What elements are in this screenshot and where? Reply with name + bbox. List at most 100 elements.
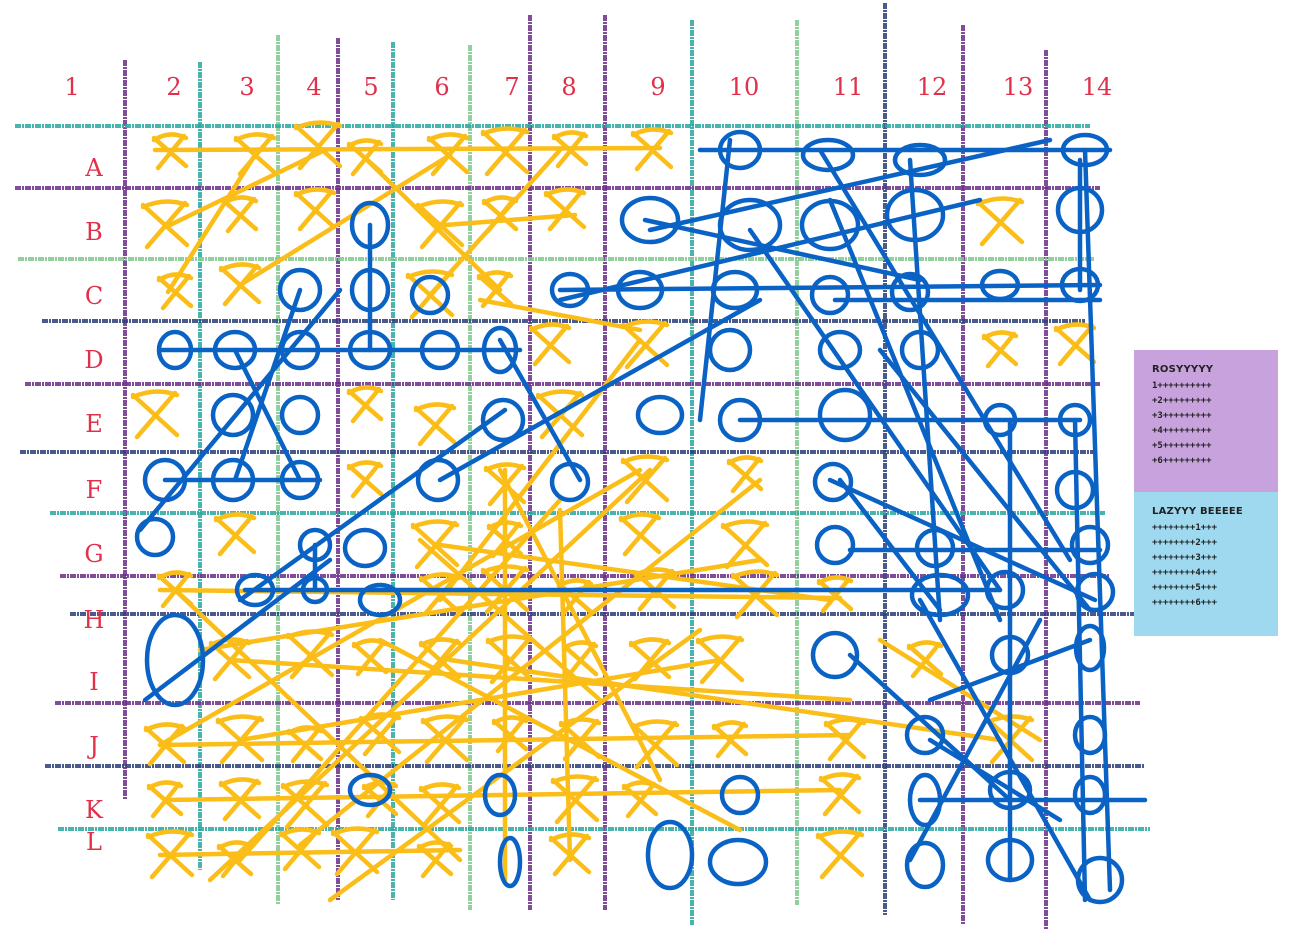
win-line-blue — [697, 137, 733, 423]
o-mark — [619, 195, 681, 245]
x-mark — [130, 389, 180, 440]
win-line-yellow — [497, 467, 663, 783]
row-label: J — [86, 732, 99, 760]
player-line: +5+++++++++ — [1152, 441, 1212, 451]
row-label: B — [85, 218, 103, 246]
win-line-blue — [557, 282, 1103, 293]
win-line-blue — [917, 597, 1093, 903]
win-line-blue — [232, 347, 303, 483]
o-mark — [800, 137, 856, 173]
win-line-blue — [927, 737, 1063, 823]
win-line-blue — [497, 337, 583, 483]
x-mark — [630, 719, 680, 770]
win-line-blue — [237, 407, 508, 603]
win-line-yellow — [152, 145, 663, 153]
win-line-blue — [877, 347, 1093, 613]
player-line: ++++++++4+++ — [1152, 568, 1218, 578]
o-mark — [144, 612, 206, 708]
o-mark — [409, 274, 451, 316]
o-mark — [342, 527, 388, 569]
player-line: +2+++++++++ — [1152, 396, 1212, 406]
x-mark — [213, 512, 257, 557]
x-mark — [1053, 322, 1097, 367]
row-label: C — [85, 282, 103, 310]
x-mark — [550, 774, 600, 825]
o-mark — [889, 271, 931, 313]
x-mark — [726, 455, 764, 494]
x-mark — [906, 640, 944, 679]
win-line-yellow — [157, 847, 463, 858]
win-line-blue — [137, 287, 343, 533]
o-mark — [1072, 774, 1108, 816]
x-mark — [491, 715, 529, 754]
column-label: 14 — [1082, 73, 1113, 101]
win-line-yellow — [362, 155, 503, 293]
win-line-blue — [837, 477, 943, 613]
o-mark — [814, 524, 856, 566]
column-label: 7 — [504, 73, 519, 101]
x-mark — [561, 640, 599, 679]
column-label: 10 — [729, 73, 760, 101]
win-line-blue — [817, 147, 1073, 563]
o-mark — [904, 714, 946, 756]
x-mark — [293, 187, 337, 232]
row-label: K — [85, 796, 104, 824]
x-mark — [410, 519, 460, 570]
o-mark — [347, 772, 393, 808]
player-line: +3+++++++++ — [1152, 411, 1212, 421]
x-mark — [730, 569, 780, 620]
win-line-yellow — [227, 657, 853, 703]
o-mark — [892, 142, 948, 178]
row-label: G — [84, 540, 103, 568]
column-label: 4 — [306, 73, 321, 101]
o-mark — [707, 837, 769, 887]
player-line: ++++++++2+++ — [1152, 538, 1218, 548]
win-line-yellow — [237, 152, 453, 288]
column-label: 8 — [561, 73, 576, 101]
o-mark — [812, 461, 854, 503]
player-title: ROSYYYYY — [1152, 364, 1214, 375]
x-mark — [346, 385, 384, 424]
win-line-blue — [927, 637, 1093, 703]
row-labels: A B C D E F G H I J KL — [84, 154, 105, 856]
x-mark — [816, 575, 854, 614]
player-line: +4+++++++++ — [1152, 426, 1212, 436]
win-line-blue — [747, 227, 1003, 593]
x-mark — [711, 720, 749, 759]
x-mark — [480, 126, 530, 177]
o-mark — [357, 582, 403, 618]
o-mark — [549, 461, 591, 503]
row-label: A — [84, 154, 103, 182]
o-mark — [645, 819, 695, 891]
x-mark — [528, 322, 572, 367]
o-mark — [809, 274, 851, 316]
win-line-yellow — [165, 152, 258, 295]
column-label: 3 — [239, 73, 254, 101]
o-mark — [482, 772, 518, 818]
x-mark — [156, 272, 194, 311]
o-mark — [810, 630, 860, 680]
x-mark — [413, 402, 457, 447]
win-line-yellow — [297, 477, 763, 848]
x-mark — [818, 772, 862, 817]
win-line-yellow — [237, 657, 723, 743]
o-mark — [480, 397, 526, 443]
win-line-blue — [557, 197, 983, 303]
x-mark — [221, 195, 259, 234]
o-mark — [719, 774, 761, 816]
row-label: I — [89, 668, 98, 696]
win-line-blue — [847, 652, 1013, 803]
x-mark — [981, 330, 1019, 369]
o-mark — [497, 835, 523, 889]
row-label: D — [84, 346, 103, 374]
win-line-yellow — [197, 557, 763, 653]
column-label: 1 — [64, 73, 79, 101]
player-line: ++++++++6+++ — [1152, 598, 1218, 608]
x-mark — [823, 717, 867, 762]
player-line: ++++++++5+++ — [1152, 583, 1218, 593]
yellow-x-scribbles — [130, 120, 1097, 903]
x-mark — [280, 779, 330, 830]
player-line: +6+++++++++ — [1152, 456, 1212, 466]
win-line-yellow — [377, 637, 743, 833]
